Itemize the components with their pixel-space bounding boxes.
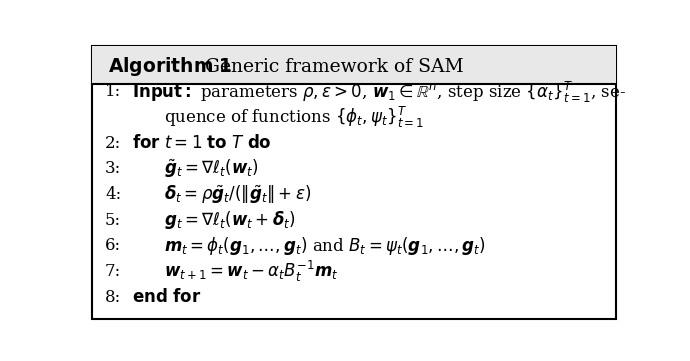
Text: 5:: 5: (105, 212, 121, 229)
Text: $\boldsymbol{m}_t = \phi_t(\boldsymbol{g}_1, \ldots, \boldsymbol{g}_t)$ and $B_t: $\boldsymbol{m}_t = \phi_t(\boldsymbol{g… (164, 235, 486, 257)
Text: $\mathbf{for}$ $t = 1$ $\mathbf{to}$ $T$ $\mathbf{do}$: $\mathbf{for}$ $t = 1$ $\mathbf{to}$ $T$… (132, 134, 271, 152)
Text: $\mathbf{end\ for}$: $\mathbf{end\ for}$ (132, 288, 201, 306)
Text: $\boldsymbol{w}_{t+1} = \boldsymbol{w}_t - \alpha_t B_t^{-1} \boldsymbol{m}_t$: $\boldsymbol{w}_{t+1} = \boldsymbol{w}_t… (164, 259, 338, 284)
Text: $\mathbf{Input:}$ parameters $\rho, \epsilon > 0$, $\boldsymbol{w}_1 \in \mathbb: $\mathbf{Input:}$ parameters $\rho, \eps… (132, 79, 626, 105)
Text: 8:: 8: (105, 289, 121, 306)
Text: quence of functions $\{\phi_t, \psi_t\}_{t=1}^T$: quence of functions $\{\phi_t, \psi_t\}_… (164, 105, 424, 130)
Text: 3:: 3: (105, 161, 121, 178)
Text: 1:: 1: (105, 83, 121, 100)
Text: $\tilde{\boldsymbol{g}}_t = \nabla \ell_t(\boldsymbol{w}_t)$: $\tilde{\boldsymbol{g}}_t = \nabla \ell_… (164, 158, 259, 180)
Text: 7:: 7: (105, 263, 121, 280)
Text: 4:: 4: (105, 186, 121, 203)
FancyBboxPatch shape (92, 46, 615, 84)
Text: $\boldsymbol{\delta}_t = \rho\tilde{\boldsymbol{g}}_t / (\|\tilde{\boldsymbol{g}: $\boldsymbol{\delta}_t = \rho\tilde{\bol… (164, 183, 311, 206)
Text: $\boldsymbol{g}_t = \nabla \ell_t(\boldsymbol{w}_t + \boldsymbol{\delta}_t)$: $\boldsymbol{g}_t = \nabla \ell_t(\bolds… (164, 209, 295, 231)
Text: $\mathbf{Algorithm\ 1}$: $\mathbf{Algorithm\ 1}$ (108, 56, 232, 78)
Text: 6:: 6: (105, 238, 121, 255)
Text: Generic framework of SAM: Generic framework of SAM (205, 58, 464, 76)
FancyBboxPatch shape (92, 46, 615, 318)
Text: 2:: 2: (105, 135, 121, 152)
